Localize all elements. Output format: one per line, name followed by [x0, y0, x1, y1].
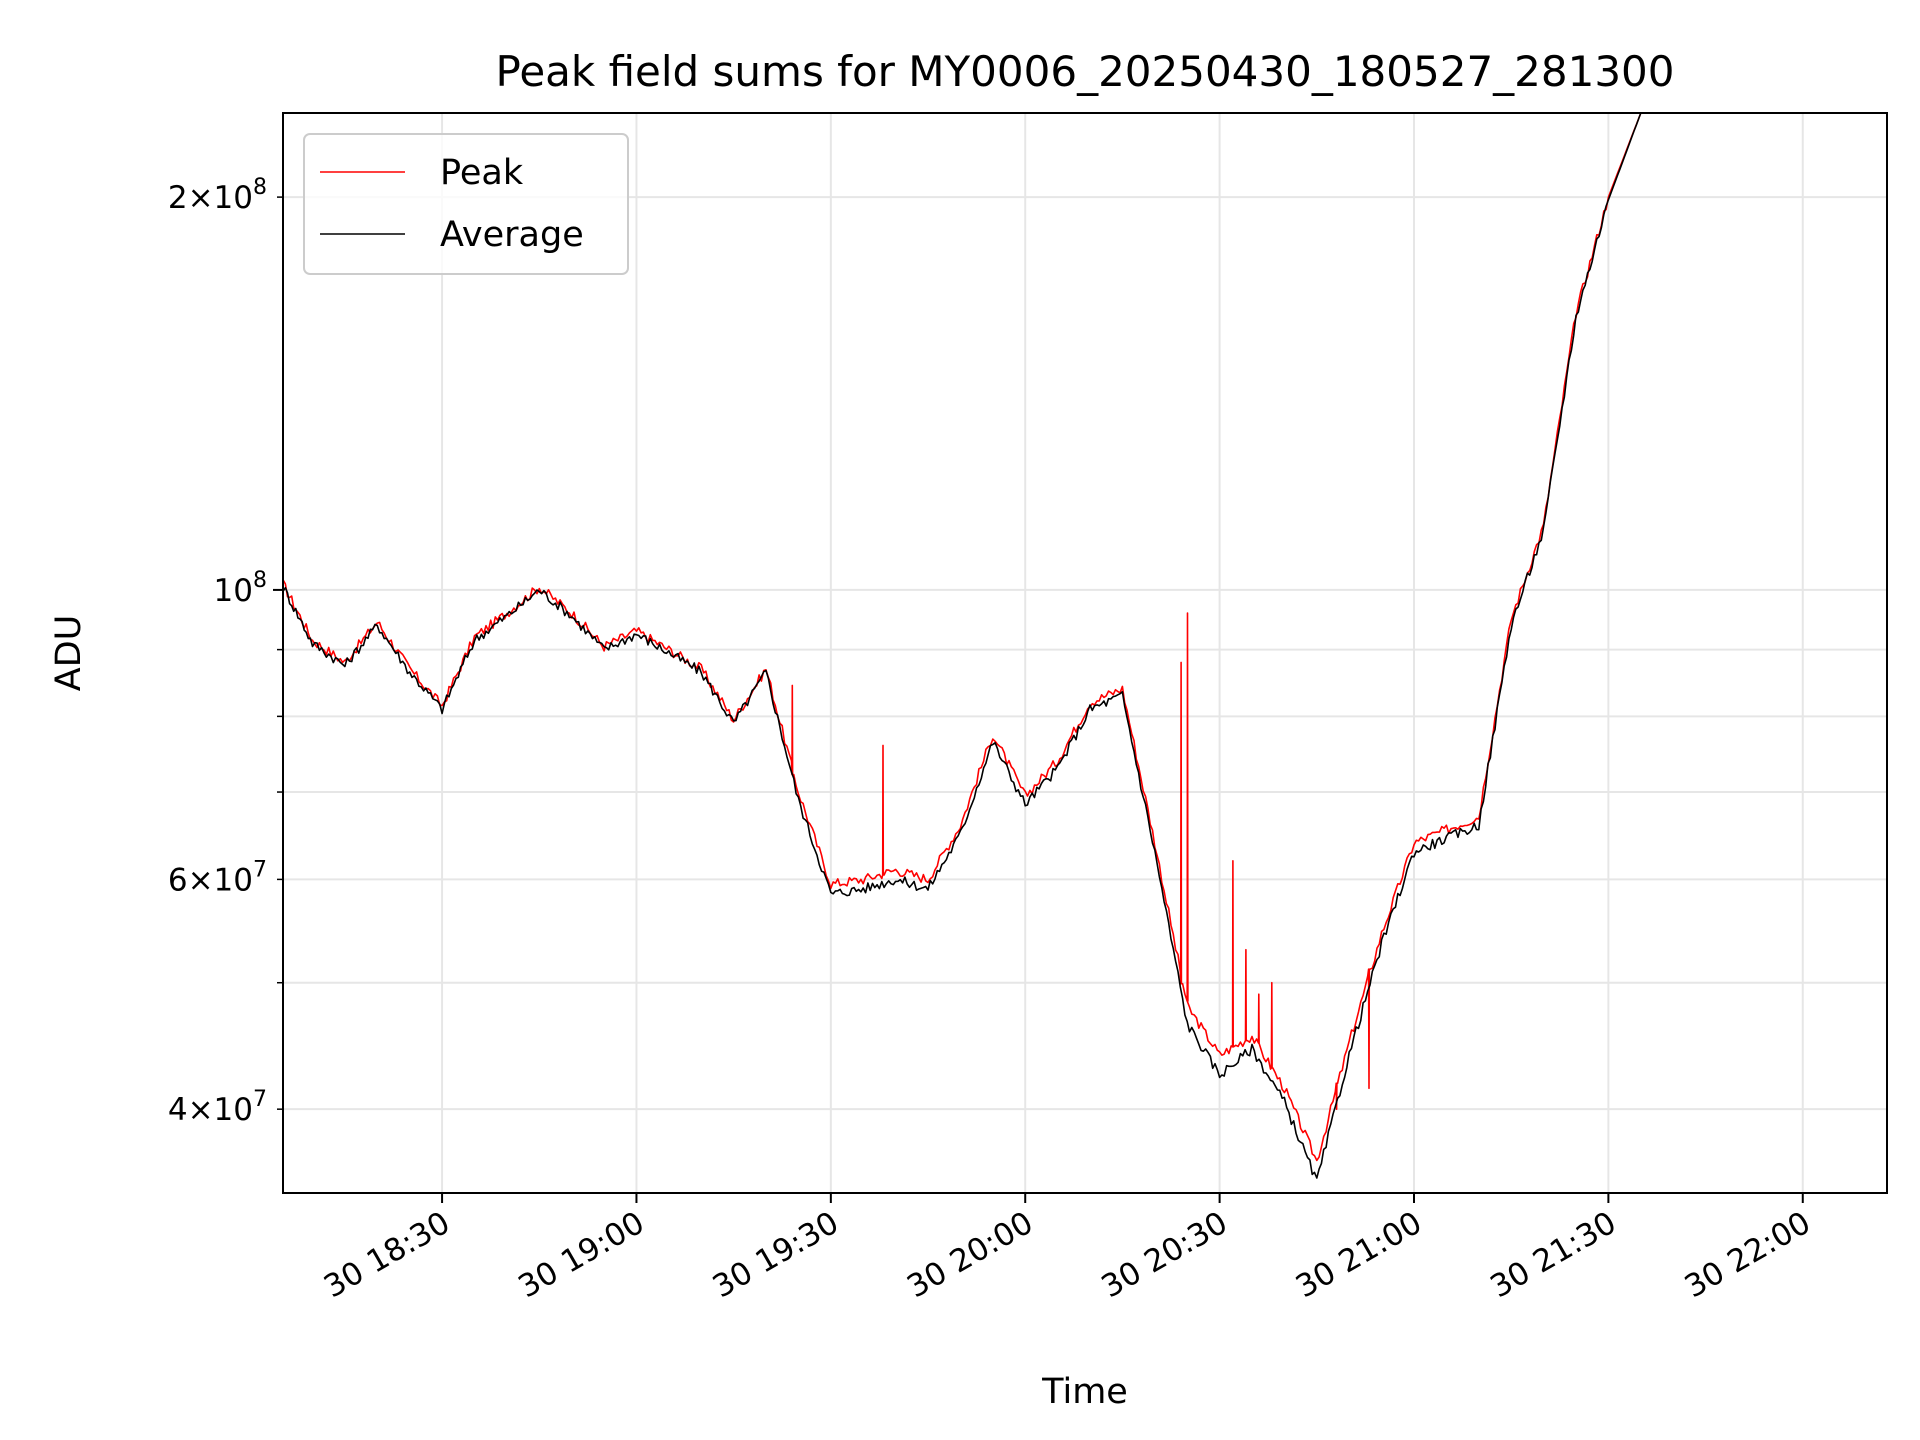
- y-axis-label: ADU: [49, 615, 89, 692]
- series-line-peak: [282, 112, 1642, 1162]
- chart-title: Peak field sums for MY0006_20250430_1805…: [495, 47, 1674, 96]
- y-tick-label: 6×107: [168, 857, 267, 898]
- series-line-average: [282, 112, 1642, 1179]
- legend-label-average: Average: [440, 215, 584, 255]
- y-tick-label: 2×108: [168, 175, 267, 216]
- y-tick-label: 108: [214, 568, 267, 609]
- legend-box: [303, 133, 629, 275]
- x-axis-label: Time: [1041, 1372, 1128, 1412]
- plot-frame: [282, 112, 1888, 1194]
- legend-label-peak: Peak: [440, 153, 524, 193]
- legend: Peak Average: [303, 133, 629, 275]
- series-layer: [282, 112, 1642, 1179]
- y-tick-label: 4×107: [168, 1087, 267, 1128]
